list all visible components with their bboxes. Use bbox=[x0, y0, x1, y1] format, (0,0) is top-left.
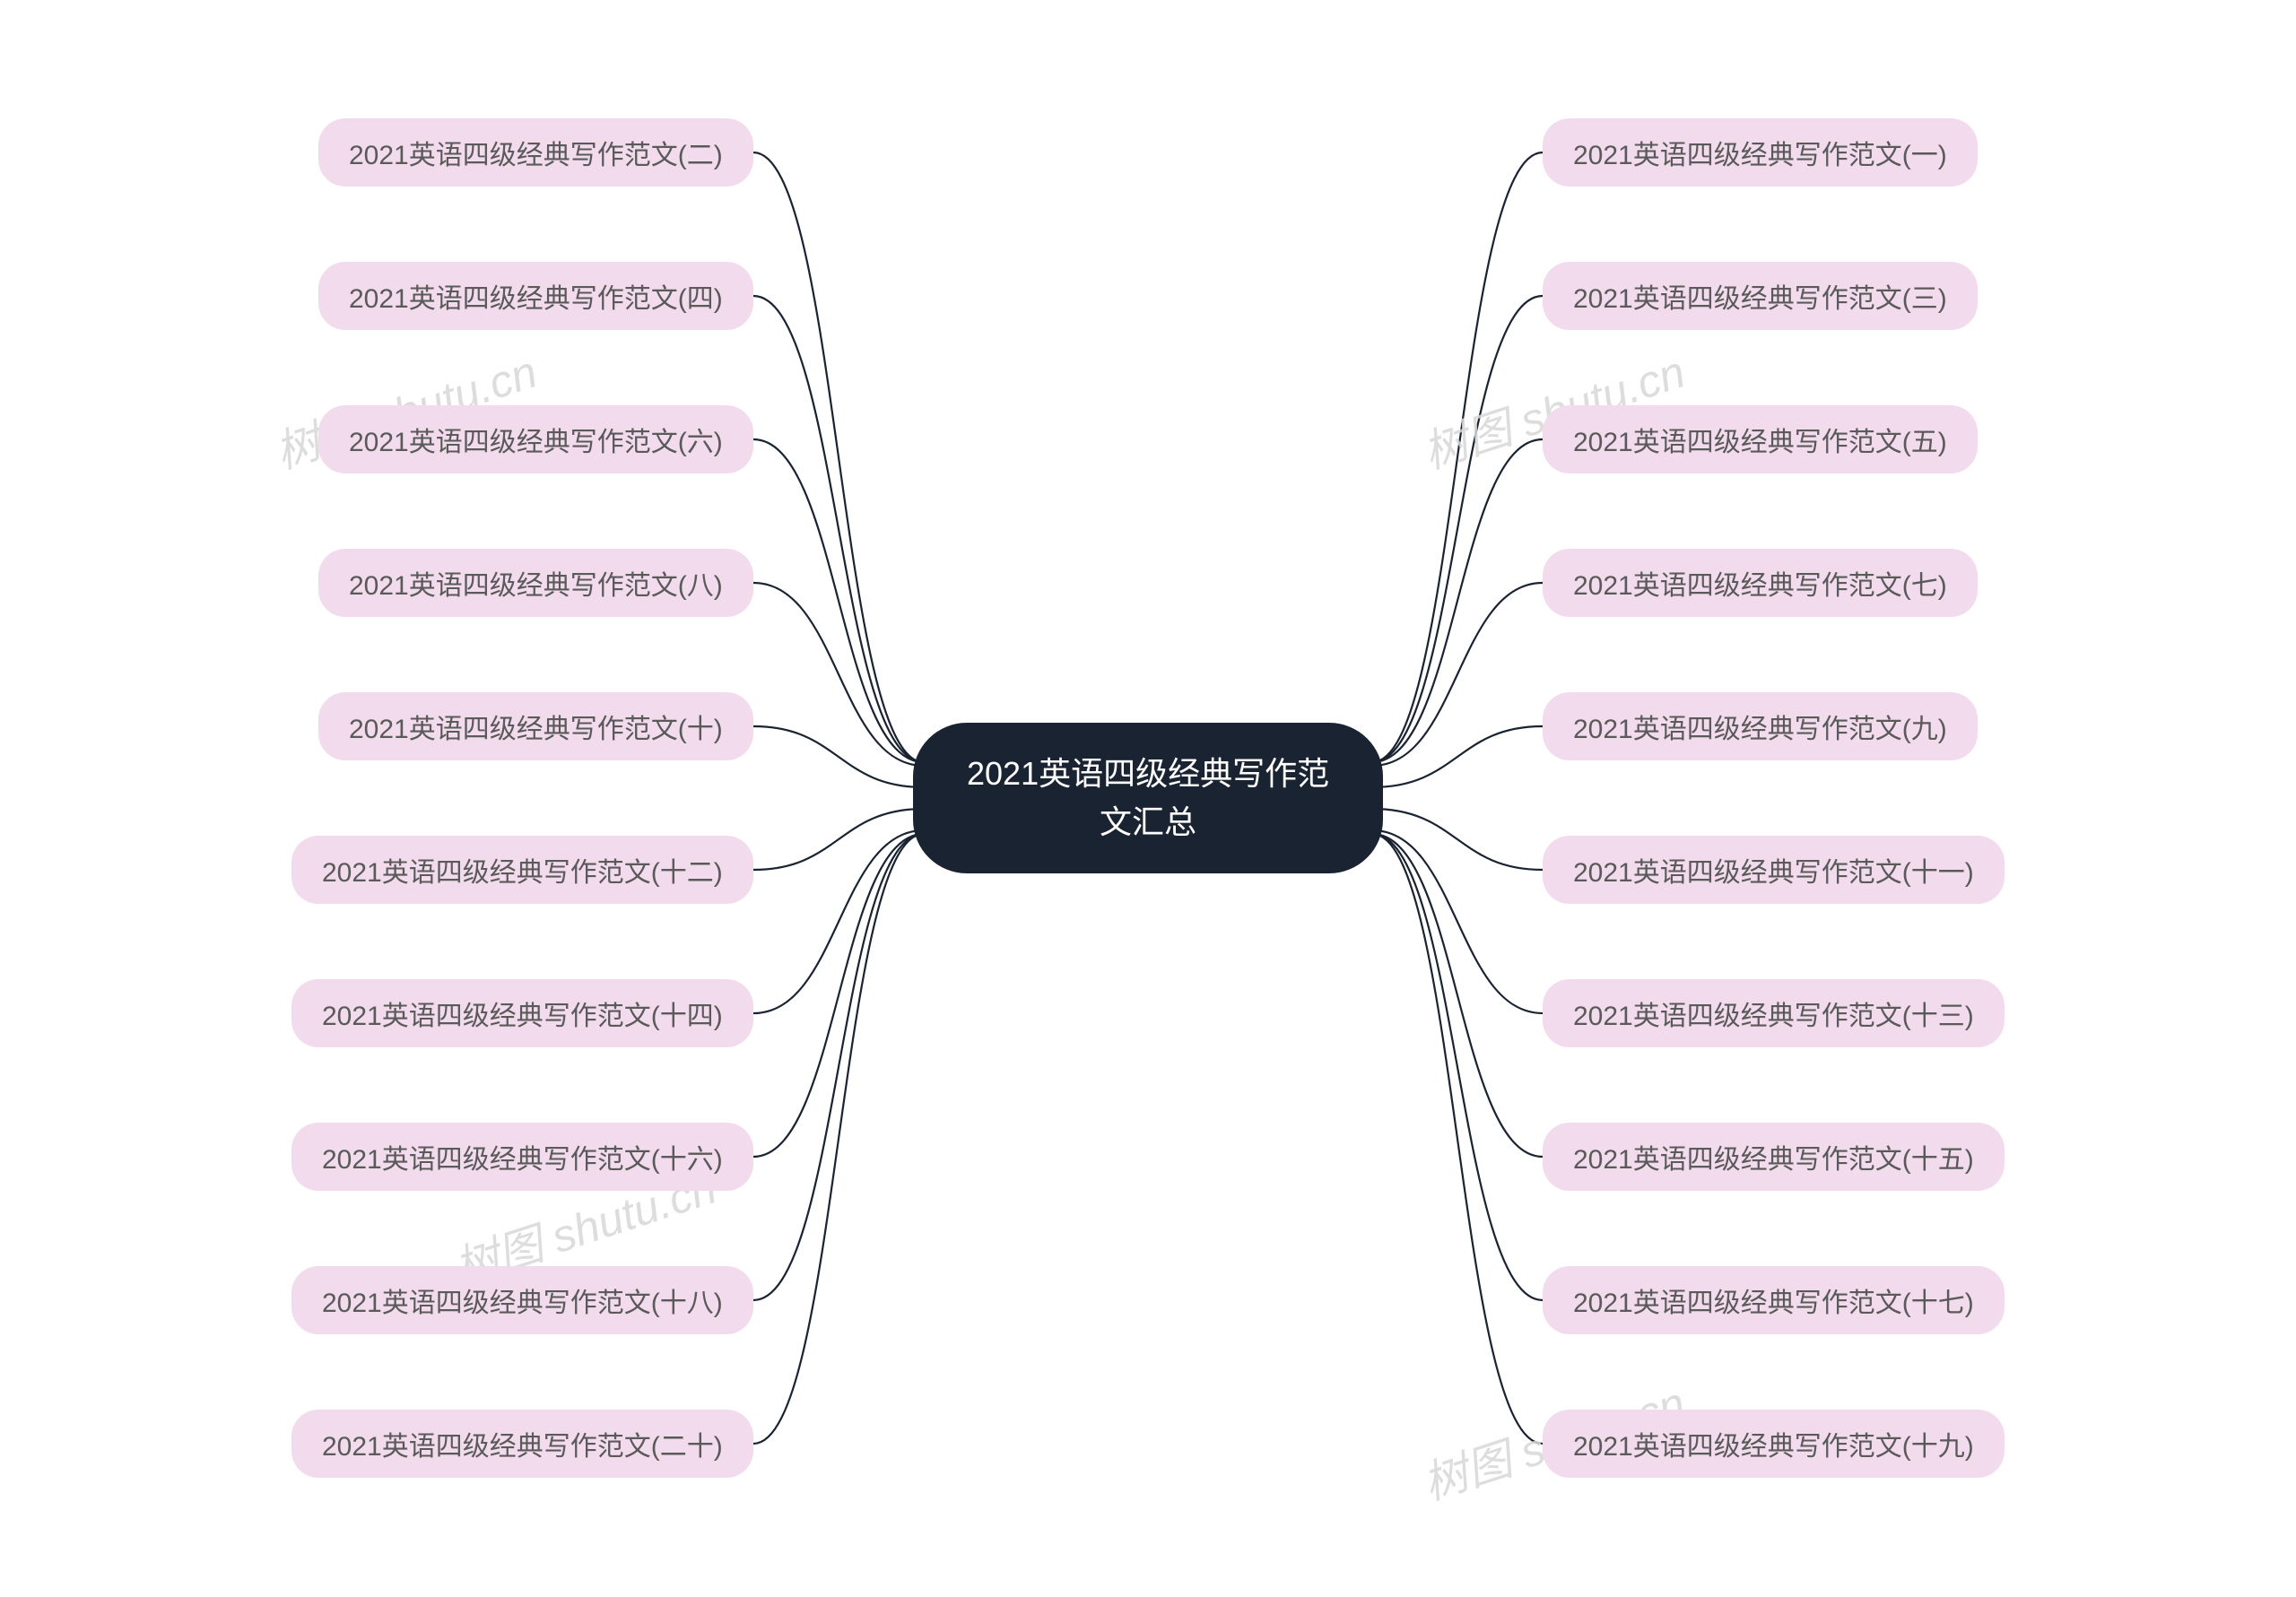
edge bbox=[753, 834, 924, 1300]
edge bbox=[753, 439, 924, 762]
edge bbox=[753, 809, 924, 870]
edge bbox=[1372, 439, 1543, 762]
leaf-node-left[interactable]: 2021英语四级经典写作范文(二) bbox=[318, 118, 753, 187]
edge bbox=[753, 583, 924, 766]
leaf-node-left[interactable]: 2021英语四级经典写作范文(十八) bbox=[291, 1266, 753, 1334]
leaf-node-right[interactable]: 2021英语四级经典写作范文(一) bbox=[1543, 118, 1978, 187]
leaf-node-right[interactable]: 2021英语四级经典写作范文(十七) bbox=[1543, 1266, 2005, 1334]
leaf-node-right[interactable]: 2021英语四级经典写作范文(十一) bbox=[1543, 836, 2005, 904]
edge bbox=[1372, 809, 1543, 870]
edge bbox=[1372, 152, 1543, 762]
edge bbox=[1372, 726, 1543, 787]
center-node[interactable]: 2021英语四级经典写作范 文汇总 bbox=[913, 723, 1383, 873]
edge bbox=[1372, 834, 1543, 1157]
edge bbox=[1372, 583, 1543, 766]
leaf-node-right[interactable]: 2021英语四级经典写作范文(七) bbox=[1543, 549, 1978, 617]
edge bbox=[753, 152, 924, 762]
leaf-node-left[interactable]: 2021英语四级经典写作范文(八) bbox=[318, 549, 753, 617]
leaf-node-right[interactable]: 2021英语四级经典写作范文(五) bbox=[1543, 405, 1978, 473]
leaf-node-right[interactable]: 2021英语四级经典写作范文(十五) bbox=[1543, 1123, 2005, 1191]
edge bbox=[753, 296, 924, 762]
edge bbox=[1372, 834, 1543, 1300]
leaf-node-right[interactable]: 2021英语四级经典写作范文(十三) bbox=[1543, 979, 2005, 1047]
edge bbox=[1372, 830, 1543, 1013]
leaf-node-left[interactable]: 2021英语四级经典写作范文(六) bbox=[318, 405, 753, 473]
edge bbox=[1372, 834, 1543, 1444]
leaf-node-left[interactable]: 2021英语四级经典写作范文(十四) bbox=[291, 979, 753, 1047]
leaf-node-left[interactable]: 2021英语四级经典写作范文(十二) bbox=[291, 836, 753, 904]
edge bbox=[1372, 296, 1543, 762]
edge bbox=[753, 834, 924, 1444]
leaf-node-left[interactable]: 2021英语四级经典写作范文(二十) bbox=[291, 1410, 753, 1478]
edge bbox=[753, 834, 924, 1157]
edge bbox=[753, 830, 924, 1013]
edge bbox=[753, 726, 924, 787]
leaf-node-left[interactable]: 2021英语四级经典写作范文(四) bbox=[318, 262, 753, 330]
leaf-node-right[interactable]: 2021英语四级经典写作范文(三) bbox=[1543, 262, 1978, 330]
leaf-node-left[interactable]: 2021英语四级经典写作范文(十) bbox=[318, 692, 753, 760]
leaf-node-right[interactable]: 2021英语四级经典写作范文(十九) bbox=[1543, 1410, 2005, 1478]
leaf-node-right[interactable]: 2021英语四级经典写作范文(九) bbox=[1543, 692, 1978, 760]
leaf-node-left[interactable]: 2021英语四级经典写作范文(十六) bbox=[291, 1123, 753, 1191]
